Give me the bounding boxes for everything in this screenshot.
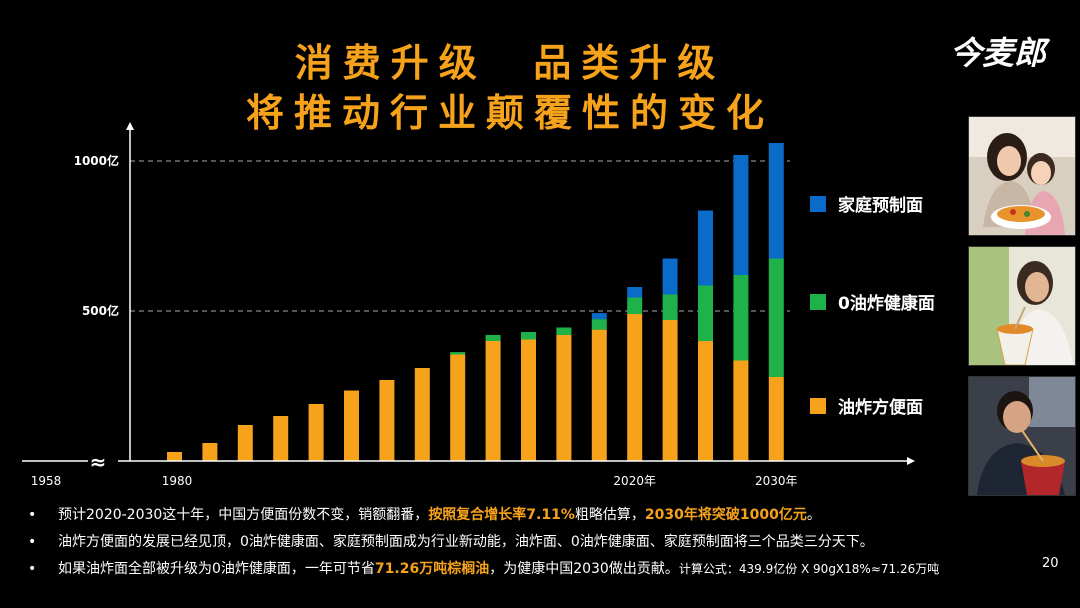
bar-segment: [556, 327, 572, 335]
photo-family-meal: [968, 116, 1076, 236]
x-axis-arrow: [907, 457, 915, 465]
bar-segment: [662, 320, 678, 461]
photo-woman-eating: [968, 246, 1076, 366]
bar-segment: [733, 360, 749, 461]
bar-segment: [521, 339, 536, 461]
bullet-text: 粗略估算，: [574, 507, 645, 523]
legend-label: 油炸方便面: [838, 398, 923, 418]
legend-item-home-noodle: 家庭预制面: [810, 191, 923, 216]
x-tick-label: 1958: [31, 474, 62, 488]
legend-label: 0油炸健康面: [838, 294, 935, 314]
stacked-bar-chart: ≈500亿 1000亿 1958 1980 2020年 2030年: [22, 122, 915, 488]
bar-segment: [591, 313, 607, 320]
bar-segment: [627, 287, 643, 298]
bullet-highlight: 2030年将突破1000亿元: [644, 507, 807, 523]
bar-segment: [591, 329, 607, 461]
bar-segment: [768, 143, 784, 259]
bar-segment: [485, 335, 501, 341]
bullet-text: 。: [806, 507, 821, 523]
y-tick-label: 1000亿: [74, 153, 119, 168]
bar-segment: [344, 390, 359, 461]
bar-segment: [414, 368, 430, 461]
title-line-1: 消费升级 品类升级: [294, 41, 726, 85]
bullet-highlight: 按照复合增长率7.11%: [428, 507, 575, 523]
photo-man-eating: [968, 376, 1076, 496]
bar-segment: [485, 341, 501, 461]
bar-segment: [450, 354, 466, 461]
bar-segment: [662, 294, 678, 320]
bullet-dot: •: [28, 561, 37, 577]
legend-swatch-orange: [810, 397, 826, 414]
x-tick-label: 1980: [162, 474, 193, 488]
y-tick-label: 500亿: [82, 303, 119, 318]
page-number: 20: [1042, 556, 1059, 571]
x-tick-label: 2020年: [613, 474, 656, 488]
bar-segment: [698, 210, 713, 286]
bar-segment: [167, 452, 182, 461]
brand-logo: 今麦郎: [950, 34, 1047, 72]
bar-segment: [450, 352, 466, 355]
axis-break-mark: ≈: [90, 450, 107, 474]
bar-segment: [733, 275, 749, 361]
formula-text: 计算公式：439.9亿份 X 90gX18%≈71.26万吨: [678, 562, 940, 576]
bar-segment: [627, 297, 643, 314]
bar-segment: [768, 258, 784, 377]
bullet-item-3: • 如果油炸面全部被升级为0油炸健康面，一年可节省71.26万吨棕榈油，为健康中…: [28, 556, 1038, 583]
legend-item-fried-noodle: 油炸方便面: [810, 393, 923, 418]
legend-item-nonfried-noodle: 0油炸健康面: [810, 289, 935, 314]
bullet-notes: • 预计2020-2030这十年，中国方便面份数不变，销额翻番，按照复合增长率7…: [28, 502, 1038, 583]
bullet-text: ，为健康中国2030做出贡献。: [489, 561, 679, 577]
title-line-2: 将推动行业颠覆性的变化: [245, 91, 774, 135]
bar-segment: [768, 377, 784, 461]
bar-segment: [521, 332, 536, 340]
y-axis-arrow: [126, 122, 134, 130]
bar-segment: [698, 285, 713, 341]
bar-segment: [662, 258, 678, 295]
bullet-highlight: 71.26万吨棕榈油: [374, 561, 490, 577]
bullet-text: 预计2020-2030这十年，中国方便面份数不变，销额翻番，: [58, 507, 429, 523]
bullet-item-2: • 油炸方便面的发展已经见顶，0油炸健康面、家庭预制面成为行业新动能，油炸面、0…: [28, 529, 1038, 556]
bar-segment: [379, 380, 395, 461]
bar-segment: [733, 155, 749, 275]
bar-segment: [237, 425, 253, 461]
bullet-text: 如果油炸面全部被升级为0油炸健康面，一年可节省: [58, 561, 375, 577]
bullet-dot: •: [28, 507, 37, 523]
bar-segment: [698, 341, 713, 461]
legend-swatch-blue: [810, 195, 826, 212]
bar-segment: [591, 319, 607, 330]
legend-swatch-green: [810, 293, 826, 310]
x-tick-label: 2030年: [755, 474, 798, 488]
bar-segment: [556, 335, 572, 461]
bar-segment: [627, 314, 643, 461]
bar-segment: [202, 443, 218, 461]
bar-segment: [273, 416, 289, 461]
slide-title: 消费升级 品类升级 将推动行业颠覆性的变化: [160, 38, 860, 138]
legend-label: 家庭预制面: [838, 196, 923, 216]
bullet-dot: •: [28, 534, 37, 550]
bar-segment: [308, 404, 324, 461]
bullet-text: 油炸方便面的发展已经见顶，0油炸健康面、家庭预制面成为行业新动能，油炸面、0油炸…: [58, 534, 874, 550]
bullet-item-1: • 预计2020-2030这十年，中国方便面份数不变，销额翻番，按照复合增长率7…: [28, 502, 1038, 529]
